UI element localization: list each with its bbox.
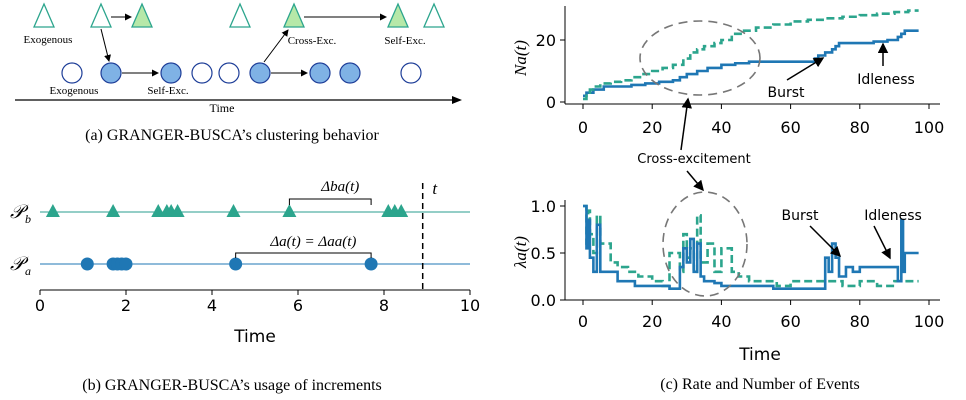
x-tick-label: 80 — [850, 118, 870, 137]
triangle-event — [283, 2, 305, 28]
circle-event — [339, 62, 361, 84]
time-arrow-head — [452, 96, 462, 104]
triangle-event — [423, 2, 445, 28]
event-a-marker — [364, 257, 378, 271]
annotation-idleness: Idleness — [857, 72, 915, 88]
delta-ba-label: Δba(t) — [320, 179, 359, 195]
y-tick-label: 1.0 — [531, 197, 556, 216]
burst-arrow — [786, 57, 825, 81]
y-tick-label: 0.0 — [531, 291, 556, 310]
circle-event — [249, 62, 271, 84]
panel-b-chart: (b) GRANGER-BUSCA’s usage of increments … — [10, 179, 480, 394]
event-b-marker — [282, 204, 297, 217]
panel-c-rate-chart: 0 20 40 60 80 100 0.0 0.5 1.0 λa(t) Time Burst Idlen… — [511, 191, 945, 365]
annotation-cross-excitement: Cross-excitement — [637, 152, 750, 167]
x-tick-label: 60 — [780, 118, 800, 137]
cross-excitement-ellipse — [662, 191, 748, 297]
time-label: Time — [210, 101, 235, 115]
triangle-event — [229, 2, 251, 28]
x-tick-label: 4 — [207, 296, 217, 315]
influence-arrow — [263, 29, 289, 63]
triangle-event — [387, 2, 409, 28]
panel-a-diagram: Time Exogenous Exogenous S — [15, 2, 462, 144]
caption-b: (b) GRANGER-BUSCA’s usage of increments — [82, 377, 382, 394]
event-b-marker — [226, 204, 241, 217]
x-tick-label: 2 — [121, 296, 131, 315]
circle-event — [61, 62, 83, 84]
x-tick-label: 80 — [850, 312, 870, 331]
delta-ba-bracket — [288, 198, 372, 205]
circle-event — [309, 62, 331, 84]
event-a-marker — [80, 257, 94, 271]
circle-event — [100, 62, 122, 84]
x-tick-label: 6 — [293, 296, 303, 315]
x-tick-label: 40 — [711, 118, 731, 137]
cross-excitement-ellipse — [639, 20, 761, 96]
triangle-event — [90, 2, 112, 28]
t-label: t — [432, 179, 438, 198]
burst-arrow — [809, 225, 842, 258]
idleness-arrow — [873, 225, 891, 260]
caption-c: (c) Rate and Number of Events — [660, 376, 859, 393]
x-axis-label: Time — [233, 327, 276, 347]
label-exogenous-bottom: Exogenous — [50, 85, 99, 97]
cross-excitement-arrow-up — [680, 97, 692, 151]
x-tick-label: 20 — [642, 312, 662, 331]
x-tick-label: 100 — [914, 312, 945, 331]
y-axis-label: Na(t) — [511, 40, 530, 77]
label-self-exc-top: Self-Exc. — [384, 35, 425, 47]
event-b-marker — [45, 204, 60, 217]
annotation-burst: Burst — [781, 208, 819, 224]
event-a-marker — [229, 257, 243, 271]
series-line-dashed — [583, 9, 919, 101]
x-tick-label: 0 — [578, 118, 588, 137]
influence-arrow — [100, 28, 111, 62]
event-b-marker — [394, 204, 409, 217]
process-b-subscript: b — [25, 212, 31, 226]
circle-event — [160, 62, 182, 84]
event-a-marker — [119, 257, 133, 271]
triangle-event — [33, 2, 55, 28]
x-tick-label: 60 — [780, 312, 800, 331]
circle-event — [218, 62, 240, 84]
y-tick-label: 0.5 — [531, 244, 556, 263]
triangle-event — [131, 2, 153, 28]
x-tick-label: 20 — [642, 118, 662, 137]
caption-a: (a) GRANGER-BUSCA’s clustering behavior — [85, 127, 379, 144]
annotation-idleness: Idleness — [864, 208, 922, 224]
y-tick-label: 0 — [546, 93, 556, 112]
y-tick-label: 20 — [536, 31, 556, 50]
x-tick-label: 40 — [711, 312, 731, 331]
x-tick-label: 0 — [35, 296, 45, 315]
circle-event — [191, 62, 213, 84]
annotation-burst: Burst — [767, 85, 805, 101]
x-tick-label: 10 — [460, 296, 480, 315]
circle-event — [400, 62, 422, 84]
x-tick-label: 0 — [578, 312, 588, 331]
x-tick-label: 100 — [914, 118, 945, 137]
x-tick-label: 8 — [379, 296, 389, 315]
event-b-marker — [106, 204, 121, 217]
delta-a-bracket — [235, 252, 372, 258]
process-a-subscript: a — [25, 264, 31, 278]
y-axis-label: λa(t) — [511, 236, 530, 269]
delta-a-label: Δa(t) = Δaa(t) — [269, 234, 356, 250]
event-b-marker — [170, 204, 185, 217]
series-line-solid — [583, 204, 919, 291]
label-self-exc-bottom: Self-Exc. — [147, 85, 188, 97]
series-line-solid — [583, 29, 919, 98]
x-axis-label: Time — [738, 345, 781, 365]
cross-excitement-arrow-down — [686, 170, 704, 192]
label-cross-exc: Cross-Exc. — [288, 35, 337, 47]
panel-c-count-chart: 0 20 40 60 80 100 0 20 Na(t) Burst Idleness Cross-e… — [511, 6, 945, 192]
label-exogenous-top: Exogenous — [24, 34, 73, 46]
